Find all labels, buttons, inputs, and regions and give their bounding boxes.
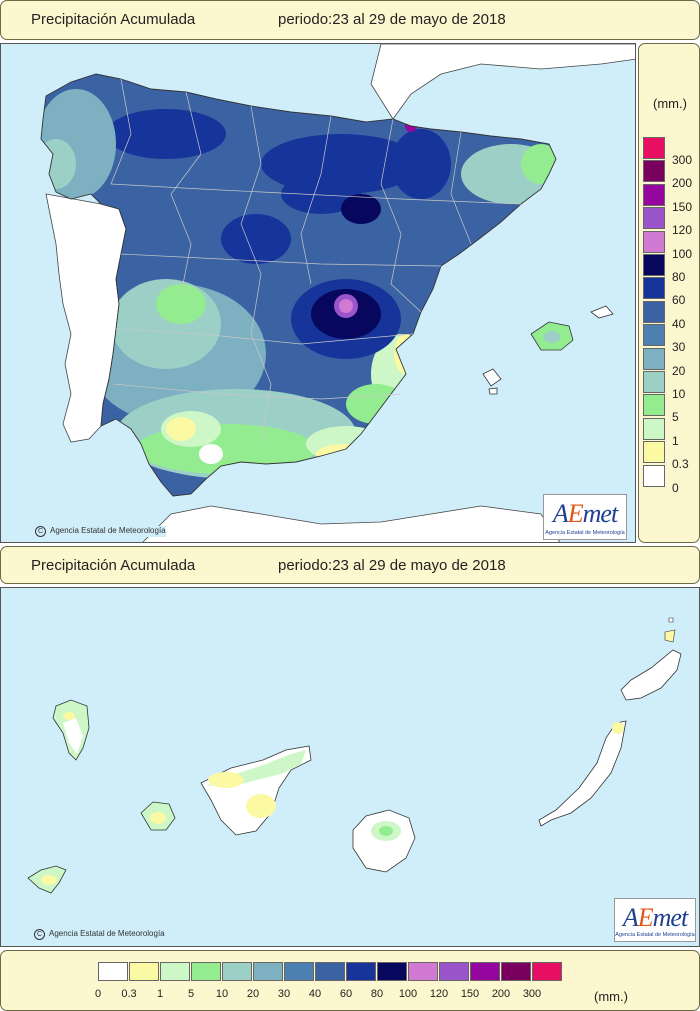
legend-label-30: 30 — [672, 340, 686, 355]
bottom-credit-text: Agencia Estatal de Meteorología — [49, 929, 165, 938]
hlegend-swatch-0 — [98, 962, 128, 981]
bottom-aemet-logo: AEmet Agencia Estatal de Meteorología — [614, 898, 696, 942]
legend-label-0: 0 — [672, 480, 679, 495]
bottom-title-bar: Precipitación Acumulada periodo:23 al 29… — [0, 546, 700, 584]
legend-label-0_3: 0.3 — [672, 457, 689, 472]
legend-swatch-10 — [643, 371, 665, 393]
legend-swatch-150 — [643, 183, 665, 206]
peninsula-map-graphic — [40, 44, 635, 542]
legend-label-150: 150 — [672, 199, 693, 214]
hlegend-swatch-100 — [408, 962, 438, 981]
legend-swatch-5 — [643, 394, 665, 417]
hlegend-label-150: 150 — [460, 988, 480, 1000]
top-logo-sub: Agencia Estatal de Meteorología — [545, 530, 625, 536]
legend-swatch-1 — [643, 417, 665, 440]
top-map-period: periodo:23 al 29 de mayo de 2018 — [278, 11, 506, 28]
horizontal-legend: 0 0.3 1 5 10 20 30 40 60 80 100 120 150 200 300 (mm.) — [0, 950, 700, 1011]
hlegend-swatch-5 — [191, 962, 221, 981]
top-credit-text: Agencia Estatal de Meteorología — [50, 526, 166, 535]
legend-swatch-60 — [643, 277, 665, 300]
top-credit: C Agencia Estatal de Meteorología — [35, 526, 166, 537]
legend-label-5: 5 — [672, 410, 679, 425]
hlegend-label-40: 40 — [308, 988, 322, 1000]
top-title-bar: Precipitación Acumulada periodo:23 al 29… — [0, 0, 700, 40]
hlegend-swatch-200 — [501, 962, 531, 981]
hlegend-label-100: 100 — [398, 988, 418, 1000]
hlegend-swatch-40 — [315, 962, 345, 981]
hlegend-label-5: 5 — [187, 988, 195, 1000]
copyright-icon: C — [35, 526, 46, 537]
top-aemet-logo: AEmet Agencia Estatal de Meteorología — [543, 494, 627, 540]
peninsula-precipitation-map: C Agencia Estatal de Meteorología AEmet A… — [0, 43, 636, 543]
hlegend-swatch-0_3 — [129, 962, 159, 981]
hlegend-swatch-80 — [377, 962, 407, 981]
bottom-map-period: periodo:23 al 29 de mayo de 2018 — [278, 557, 506, 574]
legend-swatch-40 — [643, 300, 665, 323]
legend-swatch-200 — [643, 160, 665, 183]
top-map-title: Precipitación Acumulada — [31, 11, 196, 28]
hlegend-swatch-120 — [439, 962, 469, 981]
hlegend-swatch-60 — [346, 962, 376, 981]
legend-label-300: 300 — [672, 153, 693, 167]
bottom-map-title: Precipitación Acumulada — [31, 557, 196, 574]
horizontal-legend-unit: (mm.) — [594, 989, 628, 1004]
legend-label-60: 60 — [672, 293, 686, 308]
hlegend-label-10: 10 — [215, 988, 229, 1000]
legend-swatch-120 — [643, 207, 665, 230]
legend-swatch-80 — [643, 254, 665, 276]
hlegend-label-120: 120 — [429, 988, 449, 1000]
legend-swatch-0 — [643, 464, 665, 487]
hlegend-label-20: 20 — [246, 988, 260, 1000]
hlegend-swatch-300 — [532, 962, 562, 981]
hlegend-label-0_3: 0.3 — [121, 988, 137, 1000]
hlegend-swatch-10 — [222, 962, 252, 981]
hlegend-label-200: 200 — [491, 988, 511, 1000]
canary-map-graphic — [27, 617, 682, 894]
legend-swatch-300 — [643, 137, 665, 159]
hlegend-swatch-20 — [253, 962, 283, 981]
hlegend-swatch-1 — [160, 962, 190, 981]
copyright-icon: C — [34, 929, 45, 940]
hlegend-label-300: 300 — [522, 988, 542, 1000]
legend-swatch-0_3 — [643, 441, 665, 464]
legend-swatch-100 — [643, 230, 665, 253]
bottom-credit: C Agencia Estatal de Meteorología — [34, 929, 165, 940]
hlegend-label-0: 0 — [94, 988, 102, 1000]
vertical-legend: (mm.) 300 200 150 120 100 80 60 40 30 20 10 5 1 0.3 0 — [638, 43, 700, 543]
legend-label-10: 10 — [672, 387, 686, 401]
hlegend-swatch-150 — [470, 962, 500, 981]
hlegend-label-30: 30 — [277, 988, 291, 1000]
legend-swatch-30 — [643, 324, 665, 347]
vertical-legend-unit: (mm.) — [653, 96, 687, 111]
legend-label-20: 20 — [672, 363, 686, 378]
legend-label-100: 100 — [672, 246, 693, 261]
hlegend-label-1: 1 — [156, 988, 164, 1000]
hlegend-swatch-30 — [284, 962, 314, 981]
legend-label-40: 40 — [672, 316, 686, 331]
bottom-logo-word: AEmet — [622, 903, 688, 932]
legend-label-1: 1 — [672, 433, 679, 448]
top-logo-word: AEmet — [552, 499, 618, 528]
hlegend-label-60: 60 — [339, 988, 353, 1000]
bottom-logo-sub: Agencia Estatal de Meteorología — [615, 932, 695, 938]
legend-swatch-20 — [643, 347, 665, 370]
canary-islands-precipitation-map: C Agencia Estatal de Meteorología AEmet A… — [0, 587, 700, 947]
legend-label-200: 200 — [672, 176, 693, 191]
hlegend-label-80: 80 — [370, 988, 384, 1000]
legend-label-80: 80 — [672, 270, 686, 284]
legend-label-120: 120 — [672, 223, 693, 238]
